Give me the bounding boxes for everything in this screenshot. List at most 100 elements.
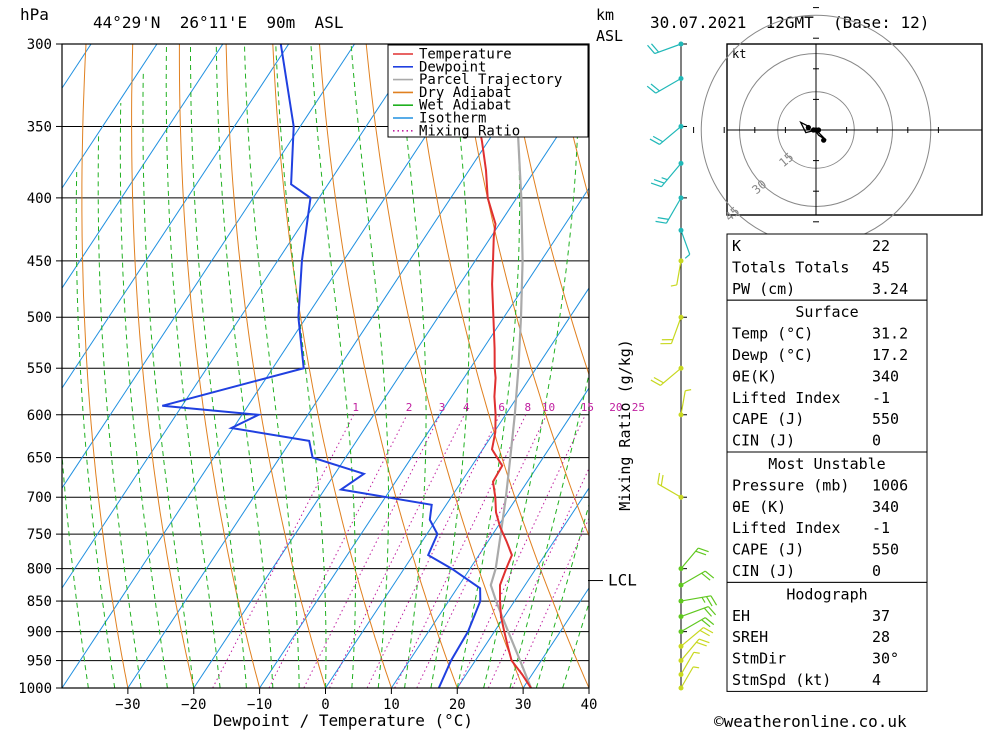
pressure-tick-label-850: 850 (27, 594, 52, 610)
wind-barb-450 (671, 258, 684, 286)
wind-barb-flag (696, 551, 706, 555)
pressure-tick-label-1000: 1000 (18, 681, 52, 697)
isotherm--30 (128, 44, 552, 688)
wind-barb-staff (681, 652, 694, 674)
wet-adiabat--24 (120, 103, 167, 688)
surface-indices-label-4: CAPE (J) (732, 410, 804, 428)
isotherm--90 (0, 44, 157, 688)
mixing-ratio-line-6 (367, 415, 500, 688)
most-unstable-indices-value-1: 340 (872, 498, 899, 516)
most-unstable-indices-label-0: Pressure (mb) (732, 476, 849, 494)
mixing-ratio-label-3: 3 (439, 401, 446, 414)
wind-barb-flag (706, 597, 712, 606)
plot-frame (62, 44, 589, 688)
mixing-ratio-axis-title: Mixing Ratio (g/kg) (616, 339, 634, 511)
wind-barb-flag (699, 639, 709, 643)
copyright-footer: ©weatheronline.co.uk (714, 712, 907, 731)
hodograph-indices-value-1: 28 (872, 628, 890, 646)
asl-label: ASL (596, 27, 623, 45)
temp-tick-label-30: 30 (515, 697, 532, 713)
pressure-tick-label-900: 900 (27, 625, 52, 641)
surface-indices-value-0: 31.2 (872, 325, 908, 343)
wind-barb-flag (700, 630, 710, 635)
datetime-label: 30.07.2021 12GMT (Base: 12) (650, 13, 929, 32)
wind-barb-staff (671, 317, 681, 343)
wind-barb-staff (660, 126, 681, 144)
wind-barb-flag (694, 652, 700, 653)
wind-barb-flag (658, 218, 669, 220)
wind-barb-800 (679, 548, 709, 571)
wind-barb-825 (679, 571, 714, 588)
wind-barb-flag (658, 473, 660, 484)
surface-indices-value-4: 550 (872, 410, 899, 428)
surface-indices-label-2: θE(K) (732, 367, 777, 385)
wind-barb-flag (685, 254, 690, 258)
mixing-ratio-label-2: 2 (406, 401, 413, 414)
most-unstable-indices-value-0: 1006 (872, 476, 908, 494)
isotherm--110 (0, 44, 25, 688)
wind-barb-flag (693, 667, 699, 668)
most-unstable-indices-value-4: 0 (872, 562, 881, 580)
surface-indices-value-2: 340 (872, 367, 899, 385)
pressure-tick-label-800: 800 (27, 562, 52, 578)
hodograph-marker-0 (806, 125, 811, 130)
hodograph-indices-title: Hodograph (786, 585, 867, 603)
wind-barb-flag (650, 139, 660, 144)
wind-barb-flag (703, 628, 713, 633)
most-unstable-indices-label-3: CAPE (J) (732, 541, 804, 559)
most-unstable-indices-label-4: CIN (J) (732, 562, 795, 580)
most-unstable-indices-value-2: -1 (872, 519, 890, 537)
isotherm--60 (0, 44, 355, 688)
wet-adiabat--20 (143, 70, 194, 688)
location-title: 44°29'N 26°11'E 90m ASL (93, 13, 343, 32)
isotherm-0 (326, 44, 750, 688)
dry-adiabat-60 (506, 44, 721, 688)
pressure-tick-label-450: 450 (27, 254, 52, 270)
surface-indices-title: Surface (795, 303, 858, 321)
height-axis (681, 44, 687, 632)
dry-adiabat-0 (226, 44, 325, 688)
mixing-ratio-line-3 (304, 415, 440, 688)
wind-barb-flag (653, 136, 663, 141)
series-dewpoint (162, 44, 480, 688)
general-indices-value-2: 3.24 (872, 280, 908, 298)
wind-barb-staff (681, 571, 705, 585)
temp-tick-label--20: −20 (181, 697, 206, 713)
km-label: km (596, 6, 614, 24)
hodograph-indices-label-2: StmDir (732, 650, 786, 668)
wind-barb-staff (681, 230, 690, 254)
x-axis-title: Dewpoint / Temperature (°C) (213, 711, 473, 730)
general-indices-label-0: K (732, 237, 741, 255)
general-indices-label-2: PW (cm) (732, 280, 795, 298)
wind-barb-staff (677, 261, 681, 285)
wind-barb-300 (648, 42, 684, 54)
wet-adiabat-12 (398, 44, 427, 688)
mixing-ratio-label-4: 4 (463, 401, 470, 414)
hodograph-indices-value-2: 30° (872, 650, 899, 668)
dry-adiabat--20 (132, 44, 194, 688)
wind-barb-350 (650, 124, 684, 144)
wind-barb-flag (671, 285, 677, 286)
wind-barb-flag (696, 642, 706, 646)
surface-indices-label-3: Lifted Index (732, 389, 840, 407)
pressure-tick-label-700: 700 (27, 490, 52, 506)
surface-indices-value-1: 17.2 (872, 346, 908, 364)
legend-label-6: Mixing Ratio (419, 123, 520, 139)
wind-barb-flag (685, 390, 691, 391)
hodograph-indices-label-0: EH (732, 607, 750, 625)
most-unstable-indices-label-1: θE (K) (732, 498, 786, 516)
series-temperature (474, 44, 531, 688)
hodograph-marker-4 (821, 138, 826, 143)
wet-adiabat-36 (563, 44, 755, 688)
wind-barb-425 (679, 228, 690, 258)
hodograph-indices-value-3: 4 (872, 671, 881, 689)
pressure-axis: 3003504004505005506006507007508008509009… (18, 37, 62, 697)
hodograph-indices-label-1: SREH (732, 628, 768, 646)
lcl-marker: LCL (588, 571, 637, 590)
wind-barb-flag (702, 597, 705, 602)
surface-indices-label-1: Dewp (°C) (732, 346, 813, 364)
pressure-tick-label-600: 600 (27, 408, 52, 424)
wind-barb-staff (681, 391, 685, 415)
